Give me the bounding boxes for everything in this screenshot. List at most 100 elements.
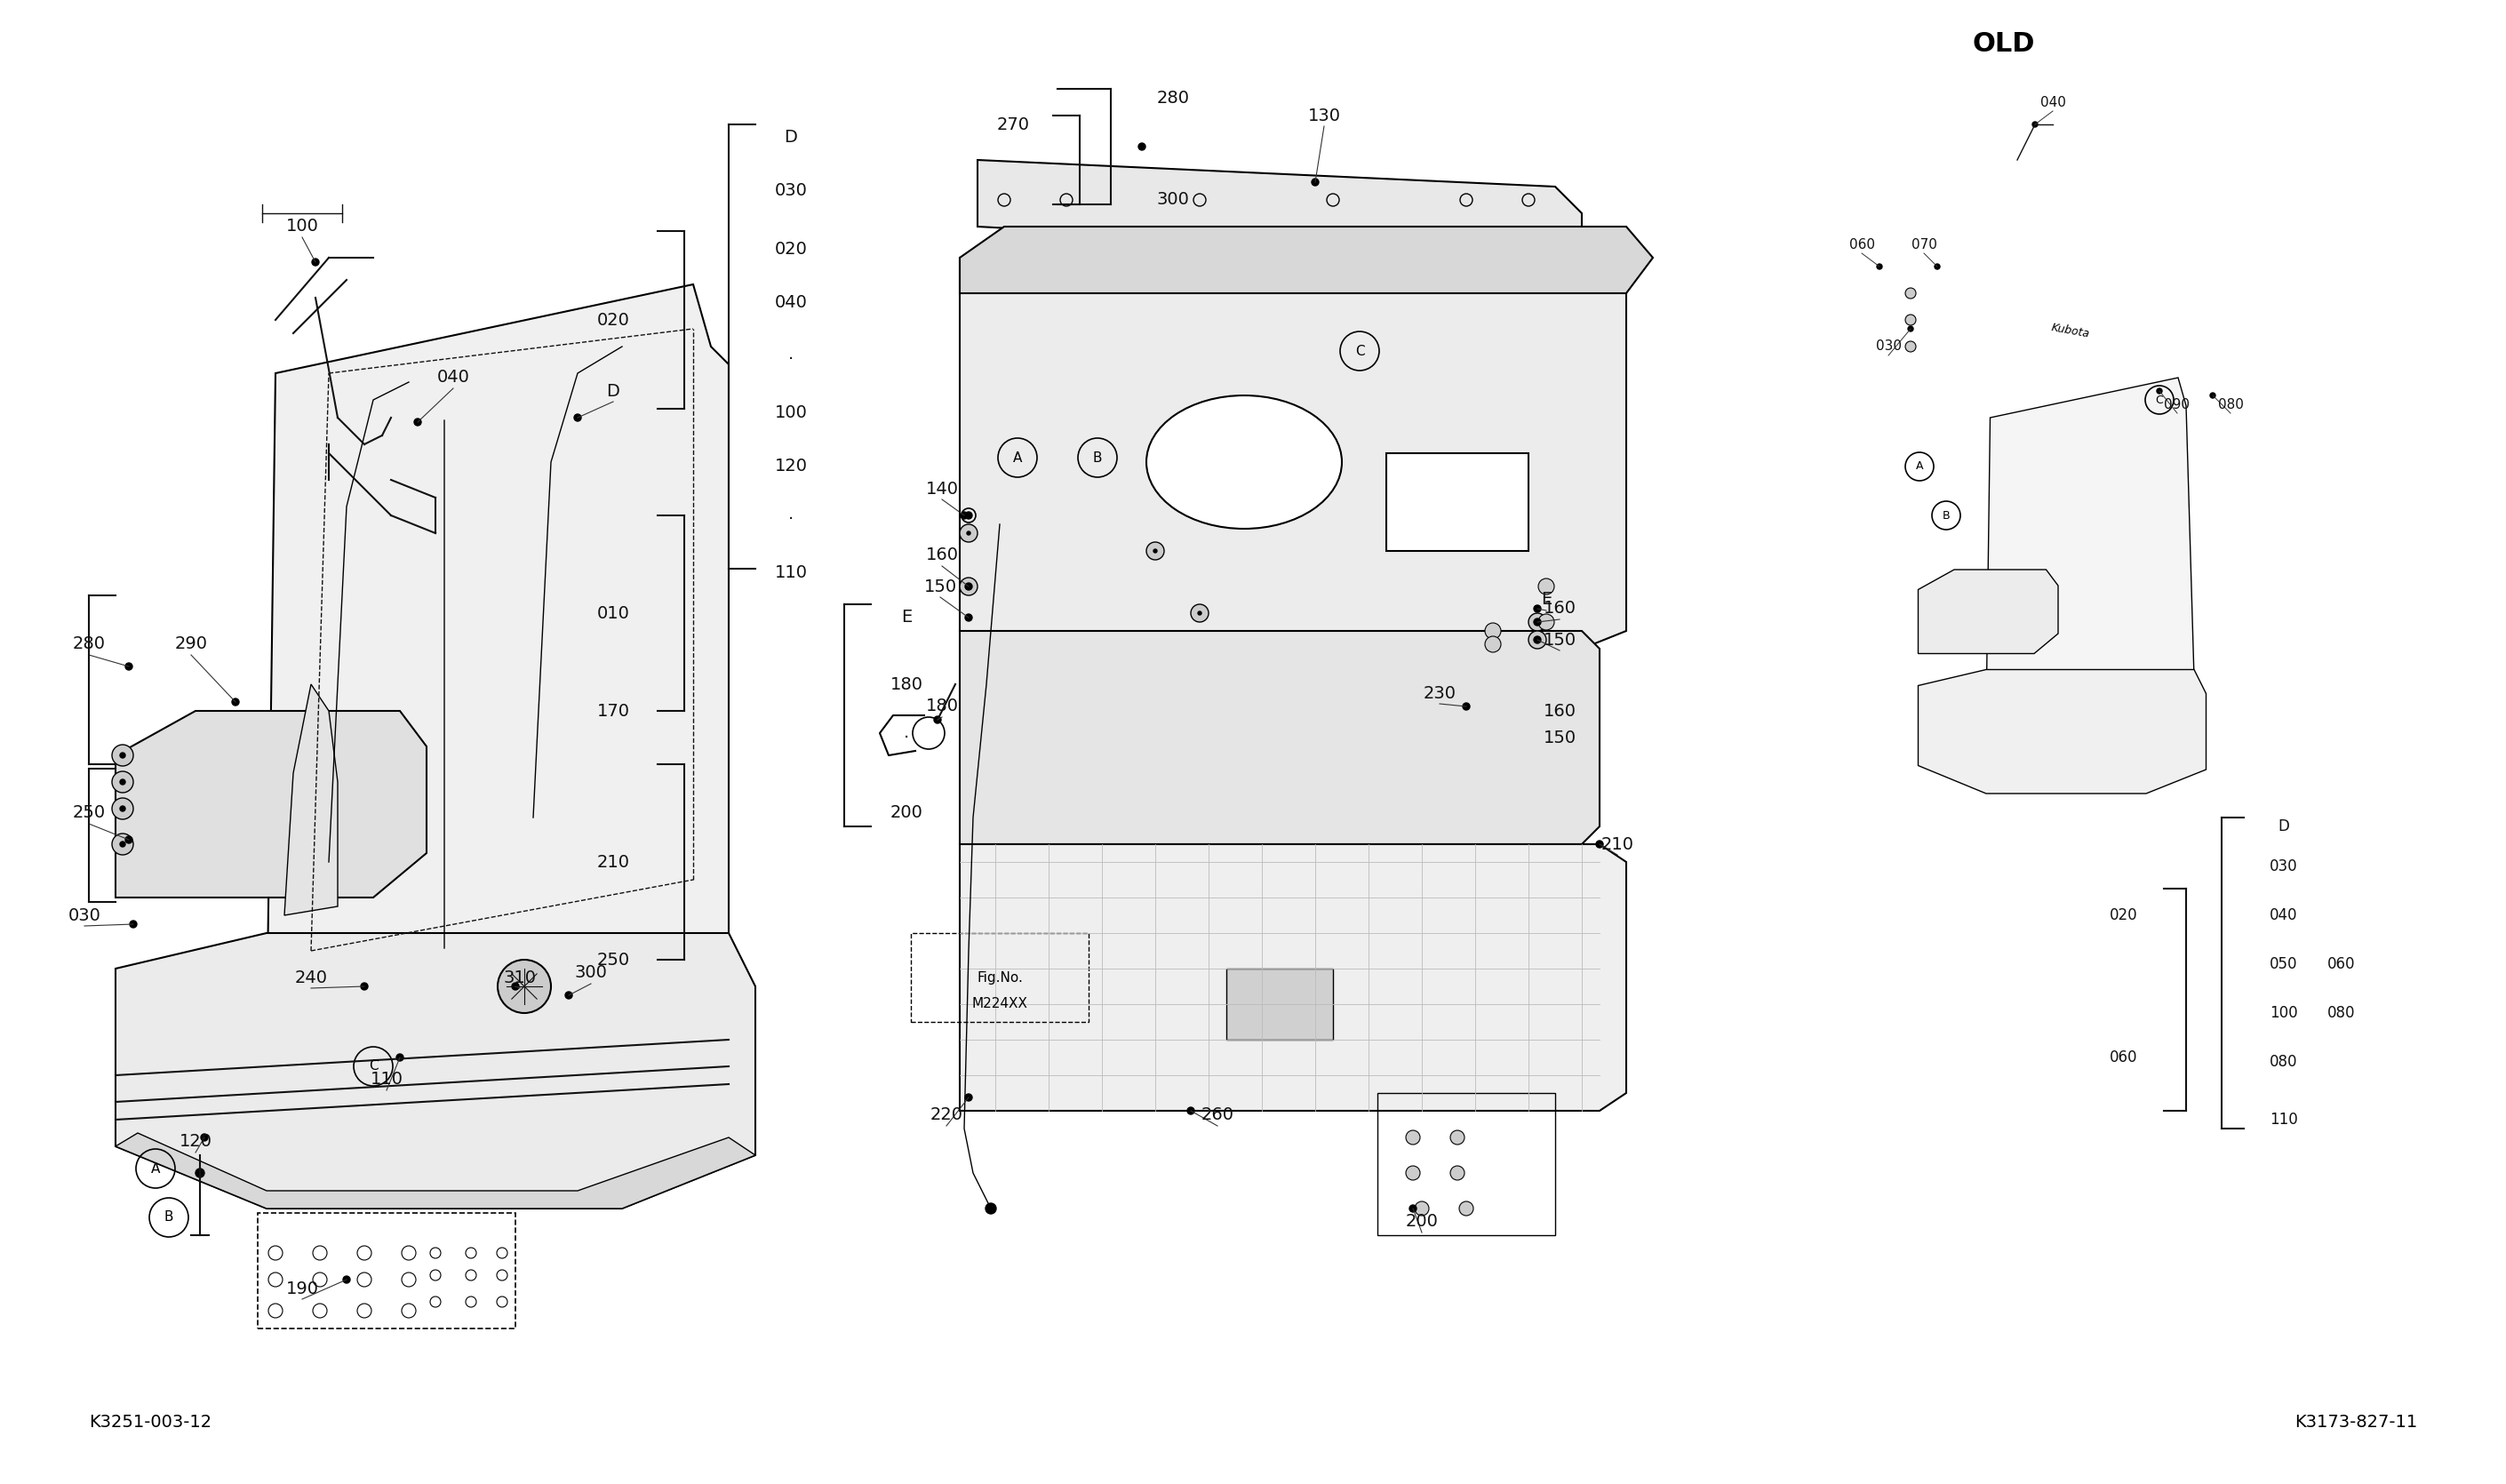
- Text: C: C: [2155, 395, 2163, 405]
- Circle shape: [965, 512, 972, 519]
- Circle shape: [960, 524, 977, 542]
- Circle shape: [113, 745, 133, 766]
- Text: 160: 160: [1544, 600, 1576, 617]
- Circle shape: [1907, 326, 1912, 331]
- Circle shape: [967, 585, 970, 588]
- Text: 290: 290: [175, 635, 208, 653]
- Text: 060: 060: [1849, 237, 1874, 251]
- Circle shape: [125, 663, 133, 669]
- Polygon shape: [115, 933, 754, 1208]
- Text: 040: 040: [774, 294, 807, 310]
- Circle shape: [1539, 579, 1554, 595]
- Polygon shape: [1917, 669, 2205, 794]
- Text: 070: 070: [1912, 237, 1937, 251]
- Circle shape: [413, 418, 421, 426]
- Circle shape: [935, 717, 942, 723]
- Circle shape: [1486, 623, 1501, 640]
- Circle shape: [120, 806, 125, 812]
- Circle shape: [120, 841, 125, 847]
- Text: 180: 180: [890, 675, 922, 693]
- Text: 030: 030: [774, 183, 807, 199]
- Text: 050: 050: [2270, 956, 2298, 972]
- Text: M224XX: M224XX: [972, 997, 1027, 1011]
- FancyBboxPatch shape: [1225, 969, 1333, 1040]
- Circle shape: [1486, 637, 1501, 653]
- Circle shape: [1451, 1131, 1464, 1144]
- Text: 270: 270: [997, 116, 1030, 134]
- Circle shape: [1458, 1202, 1474, 1215]
- Text: A: A: [1012, 451, 1022, 464]
- Circle shape: [130, 920, 138, 928]
- Text: E: E: [1541, 592, 1551, 608]
- Circle shape: [125, 835, 133, 843]
- Circle shape: [1935, 264, 1940, 269]
- Text: 210: 210: [1601, 835, 1634, 853]
- Circle shape: [1145, 542, 1165, 559]
- Ellipse shape: [1145, 395, 1341, 528]
- Circle shape: [1534, 637, 1541, 644]
- Circle shape: [967, 531, 970, 534]
- FancyBboxPatch shape: [1386, 453, 1529, 551]
- Text: A: A: [150, 1162, 160, 1175]
- Text: 160: 160: [1544, 702, 1576, 720]
- Circle shape: [1877, 264, 1882, 269]
- Circle shape: [1138, 142, 1145, 150]
- Circle shape: [2210, 393, 2215, 398]
- Circle shape: [965, 1094, 972, 1101]
- Text: 040: 040: [2270, 907, 2298, 923]
- Circle shape: [1190, 604, 1208, 622]
- Circle shape: [311, 258, 318, 266]
- Text: 180: 180: [925, 697, 957, 715]
- Circle shape: [511, 982, 519, 990]
- Text: C: C: [368, 1060, 378, 1073]
- Text: B: B: [1942, 509, 1950, 521]
- Polygon shape: [977, 160, 1581, 258]
- Text: A: A: [1915, 460, 1922, 472]
- Circle shape: [1188, 1107, 1195, 1114]
- Circle shape: [2158, 389, 2163, 393]
- Circle shape: [195, 1168, 205, 1177]
- Circle shape: [960, 512, 967, 519]
- Text: C: C: [1356, 344, 1363, 358]
- Polygon shape: [1917, 570, 2057, 653]
- Circle shape: [1311, 178, 1318, 186]
- Text: 150: 150: [1544, 729, 1576, 746]
- Circle shape: [2032, 122, 2037, 128]
- Text: OLD: OLD: [1972, 31, 2035, 58]
- Text: 150: 150: [925, 579, 957, 595]
- Text: 030: 030: [1874, 340, 1902, 353]
- Text: 030: 030: [2270, 858, 2298, 874]
- Text: Fig.No.: Fig.No.: [977, 971, 1022, 984]
- Text: ·: ·: [905, 729, 910, 746]
- Text: 130: 130: [1308, 107, 1341, 125]
- Text: 280: 280: [1158, 89, 1190, 107]
- Circle shape: [1451, 1166, 1464, 1180]
- Text: 140: 140: [925, 481, 957, 497]
- Text: 260: 260: [1200, 1107, 1233, 1123]
- Circle shape: [1536, 638, 1539, 641]
- Circle shape: [1534, 605, 1541, 613]
- Circle shape: [120, 779, 125, 785]
- Text: 020: 020: [774, 240, 807, 257]
- Circle shape: [1464, 703, 1471, 709]
- Circle shape: [566, 991, 571, 999]
- Text: 120: 120: [774, 459, 807, 475]
- Circle shape: [1408, 1205, 1416, 1212]
- Text: 300: 300: [1158, 191, 1190, 208]
- Circle shape: [200, 1134, 208, 1141]
- Polygon shape: [266, 285, 729, 1049]
- Text: 160: 160: [925, 548, 957, 564]
- Text: 210: 210: [596, 853, 629, 871]
- Circle shape: [120, 752, 125, 758]
- Text: 100: 100: [774, 405, 807, 421]
- Text: 250: 250: [596, 951, 629, 968]
- Circle shape: [361, 982, 368, 990]
- Circle shape: [1529, 631, 1546, 649]
- Text: 020: 020: [596, 312, 629, 328]
- Circle shape: [396, 1054, 403, 1061]
- Text: 310: 310: [504, 969, 536, 985]
- Text: 250: 250: [73, 804, 105, 822]
- Polygon shape: [960, 631, 1599, 844]
- Text: 240: 240: [296, 969, 328, 985]
- Text: 280: 280: [73, 635, 105, 653]
